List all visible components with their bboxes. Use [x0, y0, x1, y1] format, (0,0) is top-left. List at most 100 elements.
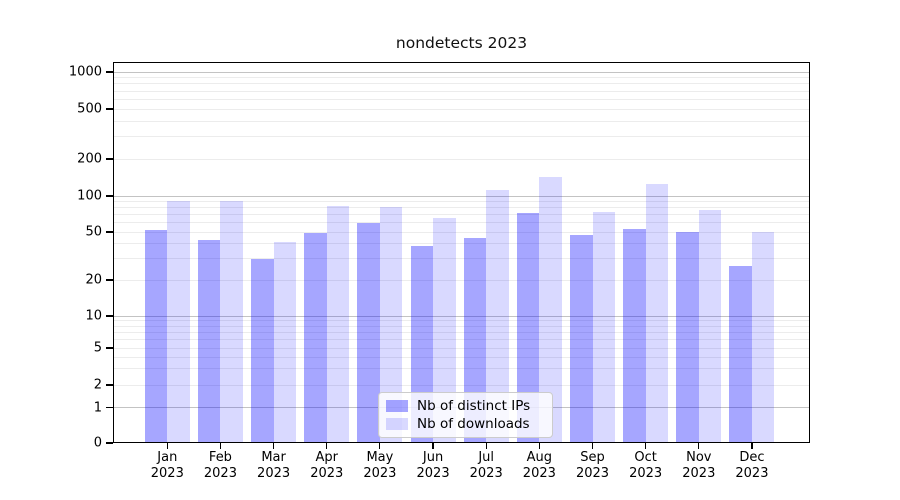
x-tick-label-dec: Dec 2023: [735, 450, 769, 481]
gridline-minor-6: [114, 339, 809, 341]
bar-downloads-oct: [645, 183, 669, 443]
x-tick-jun: [432, 443, 434, 449]
gridline-minor-3: [114, 368, 809, 370]
gridline-minor-2: [114, 384, 809, 386]
gridline-minor-8: [114, 325, 809, 327]
bar-distinct-ips-aug: [516, 213, 540, 443]
x-tick-mar: [273, 443, 275, 449]
y-tick-200: [106, 158, 113, 160]
y-tick-label-5: 5: [93, 340, 102, 356]
x-tick-label-may: May 2023: [363, 450, 397, 481]
bar-downloads-jan: [167, 201, 190, 443]
x-tick-label-nov: Nov 2023: [682, 450, 716, 481]
y-tick-10: [106, 315, 113, 317]
y-tick-100: [106, 195, 113, 197]
bar-downloads-nov: [698, 209, 722, 443]
legend-label-downloads: Nb of downloads: [417, 416, 530, 432]
bar-downloads-jun: [433, 218, 456, 443]
x-tick-apr: [326, 443, 328, 449]
bar-distinct-ips-mar: [251, 258, 274, 443]
gridline-minor-60: [114, 222, 809, 224]
bar-distinct-ips-jan: [144, 229, 168, 443]
y-tick-20: [106, 279, 113, 281]
legend: Nb of distinct IPs Nb of downloads: [378, 392, 553, 438]
gridline-minor-800: [114, 83, 809, 85]
x-tick-label-mar: Mar 2023: [257, 450, 291, 481]
y-tick-50: [106, 231, 113, 233]
gridline-minor-50: [114, 231, 809, 233]
legend-swatch-distinct-ips: [386, 400, 408, 412]
bar-downloads-may: [379, 206, 403, 443]
y-tick-1000: [106, 71, 113, 73]
gridline-minor-700: [114, 90, 809, 92]
x-tick-label-aug: Aug 2023: [522, 450, 556, 481]
gridline-minor-80: [114, 207, 809, 209]
gridline-minor-200: [114, 158, 809, 160]
gridline-minor-9: [114, 320, 809, 322]
x-tick-label-jun: Jun 2023: [416, 450, 450, 481]
x-tick-aug: [538, 443, 540, 449]
x-tick-label-feb: Feb 2023: [203, 450, 237, 481]
legend-label-distinct-ips: Nb of distinct IPs: [417, 398, 531, 414]
x-tick-label-sep: Sep 2023: [575, 450, 610, 481]
gridline-minor-4: [114, 356, 809, 358]
gridline-minor-90: [114, 200, 809, 202]
x-tick-may: [379, 443, 381, 449]
y-tick-2: [106, 384, 113, 386]
y-tick-500: [106, 108, 113, 110]
x-tick-dec: [751, 443, 753, 449]
x-tick-label-apr: Apr 2023: [310, 450, 344, 481]
gridline-minor-300: [114, 136, 809, 138]
gridline-major-100: [114, 195, 809, 197]
legend-item-downloads: Nb of downloads: [386, 417, 544, 431]
chart-title: nondetects 2023: [395, 34, 528, 52]
bar-distinct-ips-apr: [304, 233, 327, 443]
x-tick-label-jul: Jul 2023: [469, 450, 503, 481]
y-tick-label-100: 100: [77, 188, 102, 204]
gridline-minor-900: [114, 77, 809, 79]
legend-item-distinct-ips: Nb of distinct IPs: [386, 399, 544, 413]
y-tick-label-50: 50: [85, 224, 102, 240]
gridline-minor-5: [114, 347, 809, 349]
x-tick-nov: [698, 443, 700, 449]
x-tick-sep: [591, 443, 594, 449]
gridline-minor-30: [114, 258, 809, 260]
gridline-minor-500: [114, 108, 809, 110]
x-tick-jan: [166, 443, 168, 449]
y-tick-label-500: 500: [77, 101, 102, 117]
y-tick-label-2: 2: [93, 377, 102, 393]
bar-downloads-dec: [751, 232, 775, 443]
bar-downloads-sep: [592, 212, 615, 443]
x-tick-label-jan: Jan 2023: [150, 450, 184, 481]
bar-downloads-jul: [486, 190, 509, 443]
y-tick-label-10: 10: [85, 308, 102, 324]
gridline-minor-20: [114, 279, 809, 281]
gridline-major-1000: [114, 71, 809, 73]
gridline-minor-40: [114, 243, 809, 245]
y-tick-label-1: 1: [93, 400, 102, 415]
x-tick-jul: [485, 443, 487, 449]
y-tick-label-200: 200: [77, 151, 102, 167]
y-tick-label-20: 20: [85, 272, 102, 288]
gridline-minor-7: [114, 331, 809, 333]
bar-downloads-mar: [273, 242, 297, 443]
bar-downloads-aug: [539, 176, 562, 443]
bar-distinct-ips-may: [357, 222, 380, 443]
bar-distinct-ips-oct: [623, 228, 646, 443]
x-tick-feb: [219, 443, 222, 449]
x-tick-label-oct: Oct 2023: [629, 450, 663, 481]
y-tick-label-0: 0: [93, 435, 102, 451]
bar-distinct-ips-dec: [729, 266, 752, 443]
bar-distinct-ips-sep: [570, 235, 593, 443]
bar-distinct-ips-feb: [197, 239, 221, 443]
y-tick-0: [106, 442, 113, 444]
bar-distinct-ips-nov: [676, 232, 699, 443]
bar-downloads-apr: [326, 206, 350, 443]
gridline-minor-400: [114, 120, 809, 122]
gridline-minor-70: [114, 214, 809, 216]
gridline-major-10: [114, 315, 809, 317]
x-tick-oct: [645, 443, 647, 449]
y-tick-1: [106, 406, 113, 409]
bar-downloads-feb: [220, 201, 243, 443]
